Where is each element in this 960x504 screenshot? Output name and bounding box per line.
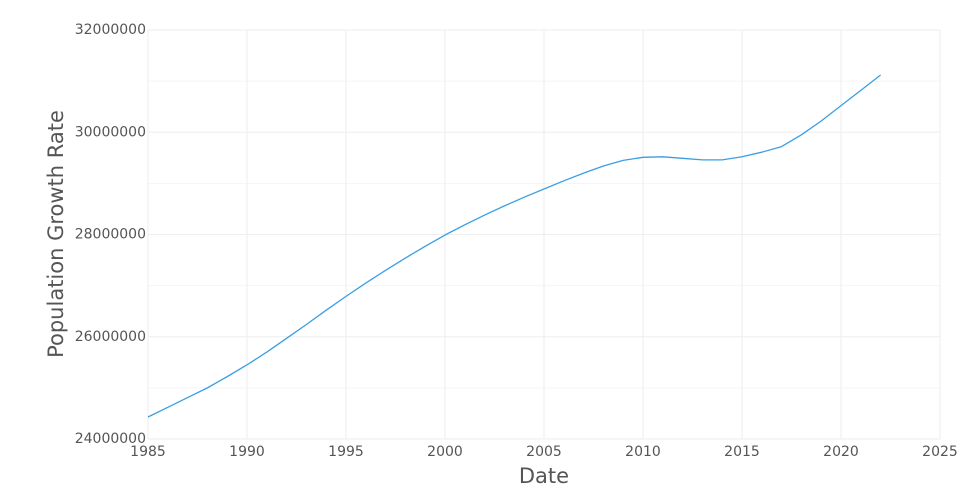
x-tick-label: 2025 xyxy=(922,444,958,460)
x-tick-label: 2020 xyxy=(823,444,859,460)
y-tick-label: 28000000 xyxy=(75,227,146,243)
y-axis-title: Population Growth Rate xyxy=(44,110,68,358)
y-tick-label: 24000000 xyxy=(75,431,146,447)
x-tick-label: 1995 xyxy=(328,444,364,460)
y-tick-label: 32000000 xyxy=(75,22,146,38)
x-tick-label: 1990 xyxy=(229,444,265,460)
y-tick-label: 30000000 xyxy=(75,124,146,140)
x-tick-label: 2010 xyxy=(625,444,661,460)
x-tick-label: 2000 xyxy=(427,444,463,460)
x-axis-title: Date xyxy=(519,464,569,488)
x-tick-label: 1985 xyxy=(130,444,166,460)
y-tick-label: 26000000 xyxy=(75,329,146,345)
x-tick-label: 2015 xyxy=(724,444,760,460)
x-tick-label: 2005 xyxy=(526,444,562,460)
line xyxy=(147,74,881,418)
